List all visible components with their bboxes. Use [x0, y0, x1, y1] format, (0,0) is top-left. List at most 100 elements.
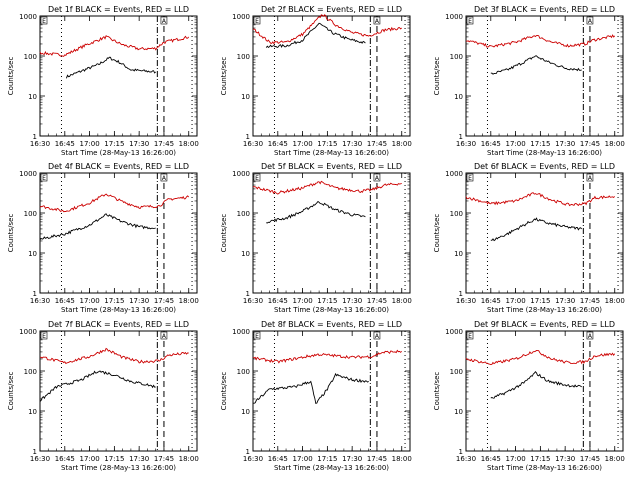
x-tick-label: 17:45: [367, 297, 387, 305]
chart-title: Det 8f BLACK = Events, RED = LLD: [261, 320, 402, 329]
marker-box: E: [466, 173, 474, 182]
marker-label: E: [255, 175, 259, 182]
marker-label: E: [42, 333, 46, 340]
x-tick-label: 17:30: [129, 297, 149, 305]
x-tick-label: 17:45: [580, 297, 600, 305]
plot-frame: [252, 330, 411, 452]
chart-title: Det 7f BLACK = Events, RED = LLD: [48, 320, 189, 329]
events-series-line: [266, 200, 366, 224]
marker-label: E: [255, 333, 259, 340]
marker-box-frame: [160, 331, 168, 340]
marker-label: A: [588, 175, 593, 182]
marker-box-frame: [466, 173, 474, 182]
y-tick-label: 1: [459, 448, 463, 456]
events-series-line: [39, 213, 156, 241]
marker-label: E: [468, 175, 472, 182]
y-tick-label: 1000: [232, 13, 250, 21]
marker-label: E: [468, 333, 472, 340]
x-tick-label: 16:45: [481, 140, 501, 148]
marker-box-frame: [466, 331, 474, 340]
x-axis-label: Start Time (28-May-13 16:26:00): [487, 464, 602, 472]
y-tick-label: 10: [28, 93, 37, 101]
marker-box: E: [466, 16, 474, 25]
x-tick-label: 18:00: [392, 297, 412, 305]
y-axis-label: Counts/sec: [7, 214, 15, 253]
lld-series-line: [39, 193, 190, 213]
marker-box: E: [466, 331, 474, 340]
x-tick-label: 17:00: [79, 455, 99, 463]
y-tick-label: 10: [241, 250, 250, 258]
y-tick-label: 1000: [232, 328, 250, 336]
events-series-line: [39, 370, 156, 402]
chart-title: Det 9f BLACK = Events, RED = LLD: [474, 320, 615, 329]
events-series-line: [65, 56, 157, 79]
x-tick-label: 18:00: [179, 297, 199, 305]
x-tick-label: 17:15: [530, 297, 550, 305]
marker-box: E: [40, 16, 48, 25]
y-tick-label: 100: [24, 210, 37, 218]
y-axis-label: Counts/sec: [433, 214, 441, 253]
marker-box: E: [40, 173, 48, 182]
x-tick-label: 16:45: [55, 297, 75, 305]
y-tick-label: 1000: [19, 13, 37, 21]
marker-box: A: [586, 16, 594, 25]
marker-box-frame: [586, 331, 594, 340]
x-tick-label: 17:00: [505, 297, 525, 305]
marker-label: E: [42, 18, 46, 25]
y-tick-label: 1: [33, 290, 37, 298]
marker-box: E: [253, 16, 261, 25]
plot-frame: [252, 172, 411, 294]
lld-series-line: [465, 34, 616, 48]
marker-box-frame: [160, 16, 168, 25]
x-tick-label: 16:30: [456, 455, 476, 463]
x-tick-label: 17:00: [292, 455, 312, 463]
plot-frame: [252, 15, 411, 137]
x-tick-label: 17:30: [342, 455, 362, 463]
x-tick-label: 16:30: [30, 140, 50, 148]
x-tick-label: 17:45: [580, 140, 600, 148]
x-tick-label: 17:45: [367, 455, 387, 463]
chart-title: Det 6f BLACK = Events, RED = LLD: [474, 162, 615, 171]
events-series-line: [252, 372, 369, 405]
x-tick-label: 16:45: [55, 455, 75, 463]
x-tick-label: 16:30: [243, 297, 263, 305]
x-tick-label: 16:45: [481, 455, 501, 463]
lld-series-line: [465, 192, 616, 207]
marker-box: A: [373, 173, 381, 182]
x-axis-label: Start Time (28-May-13 16:26:00): [487, 306, 602, 314]
x-tick-label: 17:30: [555, 455, 575, 463]
x-tick-label: 17:15: [530, 455, 550, 463]
y-axis-label: Counts/sec: [433, 57, 441, 96]
marker-label: E: [255, 18, 259, 25]
x-tick-label: 16:30: [30, 455, 50, 463]
marker-box: E: [253, 173, 261, 182]
lld-series-line: [39, 35, 190, 57]
y-tick-label: 1000: [445, 170, 463, 178]
marker-label: A: [375, 175, 380, 182]
marker-box: A: [160, 331, 168, 340]
x-tick-label: 17:00: [505, 140, 525, 148]
chart-panel-9: Det 9f BLACK = Events, RED = LLD 1 10 100 10…: [433, 320, 625, 472]
y-tick-label: 1: [246, 133, 250, 141]
marker-box: E: [253, 331, 261, 340]
y-tick-label: 10: [241, 408, 250, 416]
x-tick-label: 17:30: [555, 297, 575, 305]
x-tick-label: 17:45: [367, 140, 387, 148]
marker-box-frame: [253, 173, 261, 182]
chart-title: Det 1f BLACK = Events, RED = LLD: [48, 5, 189, 14]
plot-frame: [39, 330, 198, 452]
marker-box-frame: [40, 16, 48, 25]
plot-frame: [39, 15, 198, 137]
x-tick-label: 17:30: [129, 140, 149, 148]
y-tick-label: 100: [237, 368, 250, 376]
x-tick-label: 17:30: [129, 455, 149, 463]
x-tick-label: 17:30: [555, 140, 575, 148]
y-tick-label: 1: [459, 133, 463, 141]
y-tick-label: 10: [241, 93, 250, 101]
x-tick-label: 16:30: [456, 297, 476, 305]
y-tick-label: 10: [454, 250, 463, 258]
chart-panel-2: Det 2f BLACK = Events, RED = LLD 1 10 100 10…: [220, 5, 412, 157]
x-tick-label: 17:15: [317, 140, 337, 148]
plot-frame: [39, 172, 198, 294]
